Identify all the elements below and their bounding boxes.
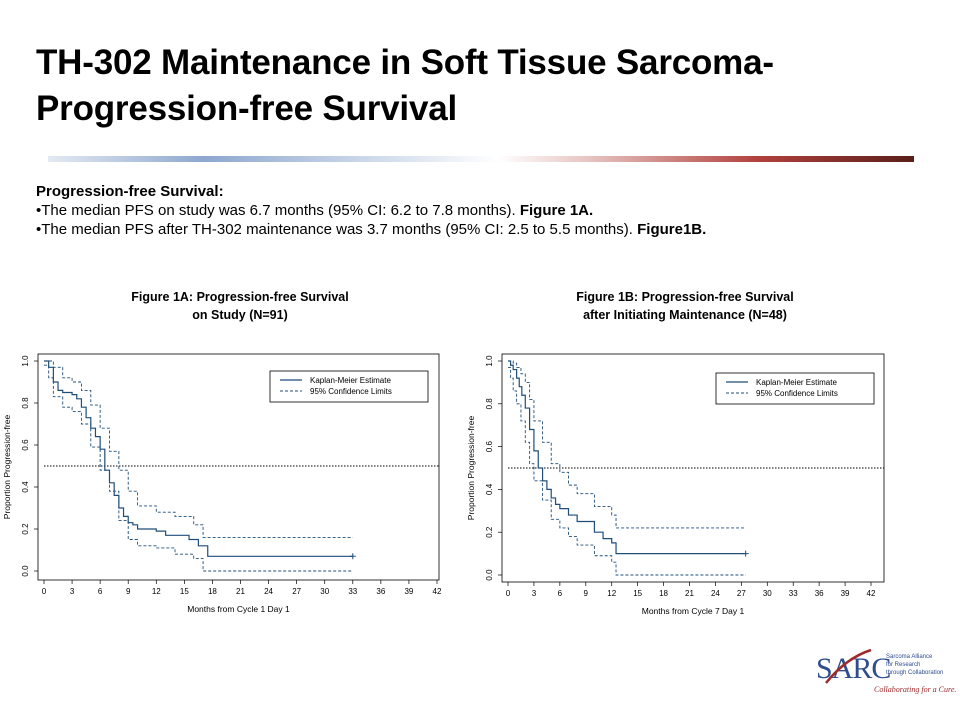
fig1b-y-tick-label: 0.8 xyxy=(485,398,494,410)
fig1a-ci-upper xyxy=(44,360,353,538)
fig1a-ci-lower xyxy=(44,364,353,572)
fig1b-x-tick-label: 18 xyxy=(659,589,668,598)
bullet-1-text: •The median PFS on study was 6.7 months … xyxy=(36,202,520,219)
fig1a-legend-km-label: Kaplan-Meier Estimate xyxy=(310,376,391,385)
fig1a-x-tick-label: 42 xyxy=(433,587,442,596)
sarc-logo-swoosh xyxy=(825,648,872,684)
fig1b-x-tick-label: 0 xyxy=(506,589,511,598)
summary-bullet-1: •The median PFS on study was 6.7 months … xyxy=(36,201,706,220)
fig1a-y-tick-label: 0.4 xyxy=(21,481,30,493)
fig1b-ci-upper xyxy=(508,360,746,529)
fig1a-x-tick-label: 24 xyxy=(264,587,273,596)
fig1b-x-tick-label: 15 xyxy=(633,589,642,598)
fig1a-x-tick-label: 9 xyxy=(126,587,131,596)
sarc-logo-tagline-1: Sarcoma Alliance xyxy=(886,654,933,660)
fig1b-legend-ci-label: 95% Confidence Limits xyxy=(756,389,838,398)
figure-1b-chart: 0 3 6 9 12 15 18 21 24 27 30 33 36 39 420.00.20.40.60.… xyxy=(466,353,885,616)
fig1b-y-axis-label: Proportion Progression-free xyxy=(466,416,476,521)
summary-bullet-2: •The median PFS after TH-302 maintenance… xyxy=(36,220,706,239)
fig1b-x-tick-label: 39 xyxy=(841,589,850,598)
fig1b-y-tick-label: 1.0 xyxy=(485,355,494,367)
fig1b-plot-frame xyxy=(501,353,885,583)
fig1a-legend-box xyxy=(269,370,429,403)
fig1b-x-tick-label: 27 xyxy=(737,589,746,598)
fig1b-x-tick-label: 6 xyxy=(558,589,563,598)
fig1a-x-tick-label: 6 xyxy=(98,587,103,596)
figure-1a-title-line2: on Study (N=91) xyxy=(192,308,288,322)
fig1a-censor-mark xyxy=(349,553,356,560)
fig1b-legend-km-label: Kaplan-Meier Estimate xyxy=(756,378,837,387)
fig1a-y-axis-label: Proportion Progression-free xyxy=(2,415,12,520)
fig1b-x-tick-label: 36 xyxy=(815,589,824,598)
fig1b-x-tick-label: 3 xyxy=(532,589,537,598)
fig1b-x-tick-label: 9 xyxy=(584,589,589,598)
fig1b-legend-box xyxy=(715,372,875,405)
bullet-1-figure-ref: Figure 1A. xyxy=(519,202,594,219)
fig1b-x-tick-label: 33 xyxy=(789,589,798,598)
bullet-2-text: •The median PFS after TH-302 maintenance… xyxy=(36,221,638,238)
fig1b-x-tick-label: 42 xyxy=(867,589,876,598)
sarc-logo-slogan: Collaborating for a Cure. xyxy=(874,685,956,694)
fig1b-y-tick-label: 0.6 xyxy=(485,440,494,452)
fig1b-x-tick-label: 21 xyxy=(685,589,694,598)
fig1a-x-tick-label: 18 xyxy=(208,587,217,596)
figure-1b-title-line1: Figure 1B: Progression-free Survival xyxy=(576,290,794,304)
fig1a-y-tick-label: 0.2 xyxy=(21,523,30,535)
fig1a-y-tick-label: 0.6 xyxy=(21,439,30,451)
fig1b-censor-mark xyxy=(742,550,749,557)
slide-title-line2: Progression-free Survival xyxy=(36,89,457,128)
fig1a-x-tick-label: 21 xyxy=(236,587,245,596)
fig1a-x-tick-label: 0 xyxy=(42,587,47,596)
fig1a-legend-ci-label: 95% Confidence Limits xyxy=(310,387,392,396)
fig1a-x-tick-label: 39 xyxy=(404,587,413,596)
bullet-2-figure-ref: Figure1B. xyxy=(637,221,707,238)
summary-block: Progression-free Survival: •The median P… xyxy=(36,182,706,239)
fig1b-y-tick-label: 0.4 xyxy=(485,483,494,495)
sarc-logo-tagline-2: for Research xyxy=(886,662,920,668)
slide-title: TH-302 Maintenance in Soft Tissue Sarcom… xyxy=(36,40,936,132)
fig1a-x-tick-label: 33 xyxy=(348,587,357,596)
fig1a-y-tick-label: 0.8 xyxy=(21,397,30,409)
fig1b-km-curve xyxy=(508,360,746,555)
figure-1a-title-line1: Figure 1A: Progression-free Survival xyxy=(131,290,349,304)
fig1a-x-tick-label: 12 xyxy=(152,587,161,596)
figure-1a-chart: 0 3 6 9 12 15 18 21 24 27 30 33 36 39 420.00.20.40.60.… xyxy=(2,353,442,614)
fig1b-x-tick-label: 24 xyxy=(711,589,720,598)
sarc-logo-tagline-3: through Collaboration xyxy=(886,670,943,676)
fig1a-y-tick-label: 0.0 xyxy=(21,565,30,577)
fig1a-plot-frame xyxy=(37,353,440,581)
fig1b-y-tick-label: 0.2 xyxy=(485,526,494,538)
fig1b-y-tick-label: 0.0 xyxy=(485,569,494,581)
title-divider xyxy=(48,156,914,162)
summary-heading: Progression-free Survival: xyxy=(36,183,224,200)
fig1b-ci-lower xyxy=(508,366,746,576)
fig1a-x-tick-label: 15 xyxy=(180,587,189,596)
fig1a-x-tick-label: 36 xyxy=(376,587,385,596)
fig1a-x-tick-label: 27 xyxy=(292,587,301,596)
fig1a-x-tick-label: 3 xyxy=(70,587,75,596)
fig1a-x-tick-label: 30 xyxy=(320,587,329,596)
slide-title-line1: TH-302 Maintenance in Soft Tissue Sarcom… xyxy=(36,43,774,82)
fig1b-x-tick-label: 30 xyxy=(763,589,772,598)
figure-1b-title-line2: after Initiating Maintenance (N=48) xyxy=(583,308,787,322)
fig1b-x-axis-label: Months from Cycle 7 Day 1 xyxy=(642,606,745,616)
figure-1a-title: Figure 1A: Progression-free Survival on … xyxy=(60,288,420,324)
figure-1b-title: Figure 1B: Progression-free Survival aft… xyxy=(504,288,866,324)
fig1a-x-axis-label: Months from Cycle 1 Day 1 xyxy=(187,604,290,614)
fig1b-x-tick-label: 12 xyxy=(607,589,616,598)
sarc-logo: SARC Sarcoma Alliance for Research throu… xyxy=(816,648,956,694)
fig1a-y-tick-label: 1.0 xyxy=(21,355,30,367)
